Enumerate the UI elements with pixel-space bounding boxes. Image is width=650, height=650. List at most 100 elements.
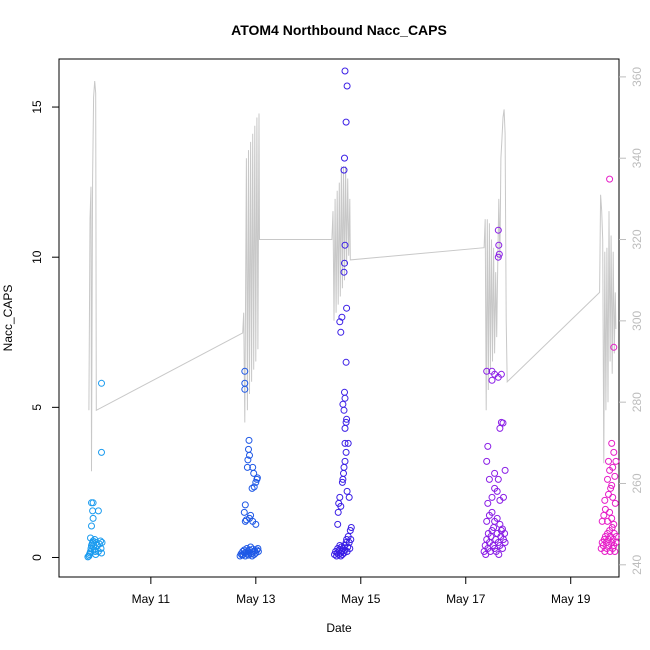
data-point xyxy=(343,304,351,312)
data-point xyxy=(346,545,354,552)
data-point xyxy=(344,439,352,447)
data-point xyxy=(340,268,348,276)
data-point xyxy=(240,508,248,516)
data-point xyxy=(87,534,94,542)
data-point xyxy=(252,478,260,486)
data-point xyxy=(612,533,620,540)
data-point xyxy=(336,493,344,501)
data-point xyxy=(343,415,351,423)
data-point xyxy=(337,328,345,336)
data-point xyxy=(488,493,496,501)
y-axis-label: Nacc_CAPS xyxy=(1,285,15,352)
data-point xyxy=(252,520,260,528)
y2-tick-label: 300 xyxy=(630,310,644,330)
data-point xyxy=(483,517,491,525)
data-point xyxy=(343,82,351,90)
data-point xyxy=(89,499,97,507)
data-point xyxy=(247,511,255,519)
x-tick-label: May 15 xyxy=(341,592,381,606)
data-point xyxy=(241,367,249,375)
x-tick-label: May 11 xyxy=(132,592,171,606)
data-point xyxy=(612,457,620,465)
data-point xyxy=(341,241,349,249)
data-point xyxy=(499,545,506,552)
data-point xyxy=(499,419,507,427)
data-point xyxy=(342,118,350,126)
data-point xyxy=(250,469,258,477)
data-point xyxy=(334,508,342,516)
data-point xyxy=(248,484,256,492)
trace-layer xyxy=(88,80,617,472)
data-point xyxy=(253,546,261,554)
y2-tick-label: 360 xyxy=(630,67,644,87)
data-point xyxy=(609,493,617,501)
data-point xyxy=(243,463,251,471)
data-point xyxy=(483,457,491,465)
data-point xyxy=(344,543,352,551)
y-tick-label: 10 xyxy=(30,250,44,264)
plot-frame xyxy=(58,58,620,578)
data-point xyxy=(346,527,354,534)
data-point xyxy=(610,520,618,528)
data-point xyxy=(94,507,102,515)
data-point xyxy=(499,525,506,533)
data-point xyxy=(483,367,491,375)
data-point xyxy=(495,250,503,258)
data-point xyxy=(493,487,501,495)
data-point xyxy=(607,484,615,492)
data-point xyxy=(608,481,616,489)
data-point xyxy=(246,546,253,554)
data-point xyxy=(491,469,499,477)
data-point xyxy=(244,456,252,464)
data-point xyxy=(497,370,505,378)
data-point xyxy=(89,514,97,522)
points-layer xyxy=(84,67,620,561)
x-axis: May 11 May 13 May 15 May 17 May 19 xyxy=(132,577,591,606)
x-tick-label: May 13 xyxy=(236,592,276,606)
y2-tick-label: 280 xyxy=(630,392,644,412)
data-point xyxy=(98,539,106,546)
data-point xyxy=(339,400,347,408)
data-point xyxy=(342,448,350,456)
data-point xyxy=(501,466,509,474)
y2-tick-label: 260 xyxy=(630,473,644,493)
data-point xyxy=(98,379,105,387)
data-point xyxy=(341,457,349,465)
data-point xyxy=(494,226,502,234)
data-point xyxy=(347,524,355,531)
data-point xyxy=(241,379,249,387)
y-tick-label: 0 xyxy=(30,554,44,561)
data-point xyxy=(484,442,492,450)
data-point xyxy=(494,253,502,261)
data-point xyxy=(334,520,342,528)
data-point xyxy=(347,536,355,543)
data-point xyxy=(611,548,619,555)
data-point xyxy=(611,472,619,480)
data-point xyxy=(501,539,509,546)
data-point xyxy=(241,501,249,509)
data-point xyxy=(485,475,493,483)
data-point xyxy=(608,439,616,447)
data-point xyxy=(605,457,612,465)
data-point xyxy=(341,439,349,447)
data-point xyxy=(606,175,614,183)
y2-tick-label: 240 xyxy=(630,554,644,574)
data-point xyxy=(338,478,346,486)
data-point xyxy=(488,376,496,384)
y2-tick-label: 340 xyxy=(630,148,644,168)
data-point xyxy=(604,475,611,483)
data-point xyxy=(494,475,502,483)
data-point xyxy=(342,418,350,426)
data-point xyxy=(254,545,262,552)
data-point xyxy=(345,493,353,501)
data-point xyxy=(601,496,609,504)
data-point xyxy=(501,530,509,537)
data-point xyxy=(484,499,492,507)
data-point xyxy=(610,448,618,456)
data-point xyxy=(342,358,350,366)
data-point xyxy=(606,508,614,516)
data-point xyxy=(493,514,501,522)
data-point xyxy=(495,241,503,249)
